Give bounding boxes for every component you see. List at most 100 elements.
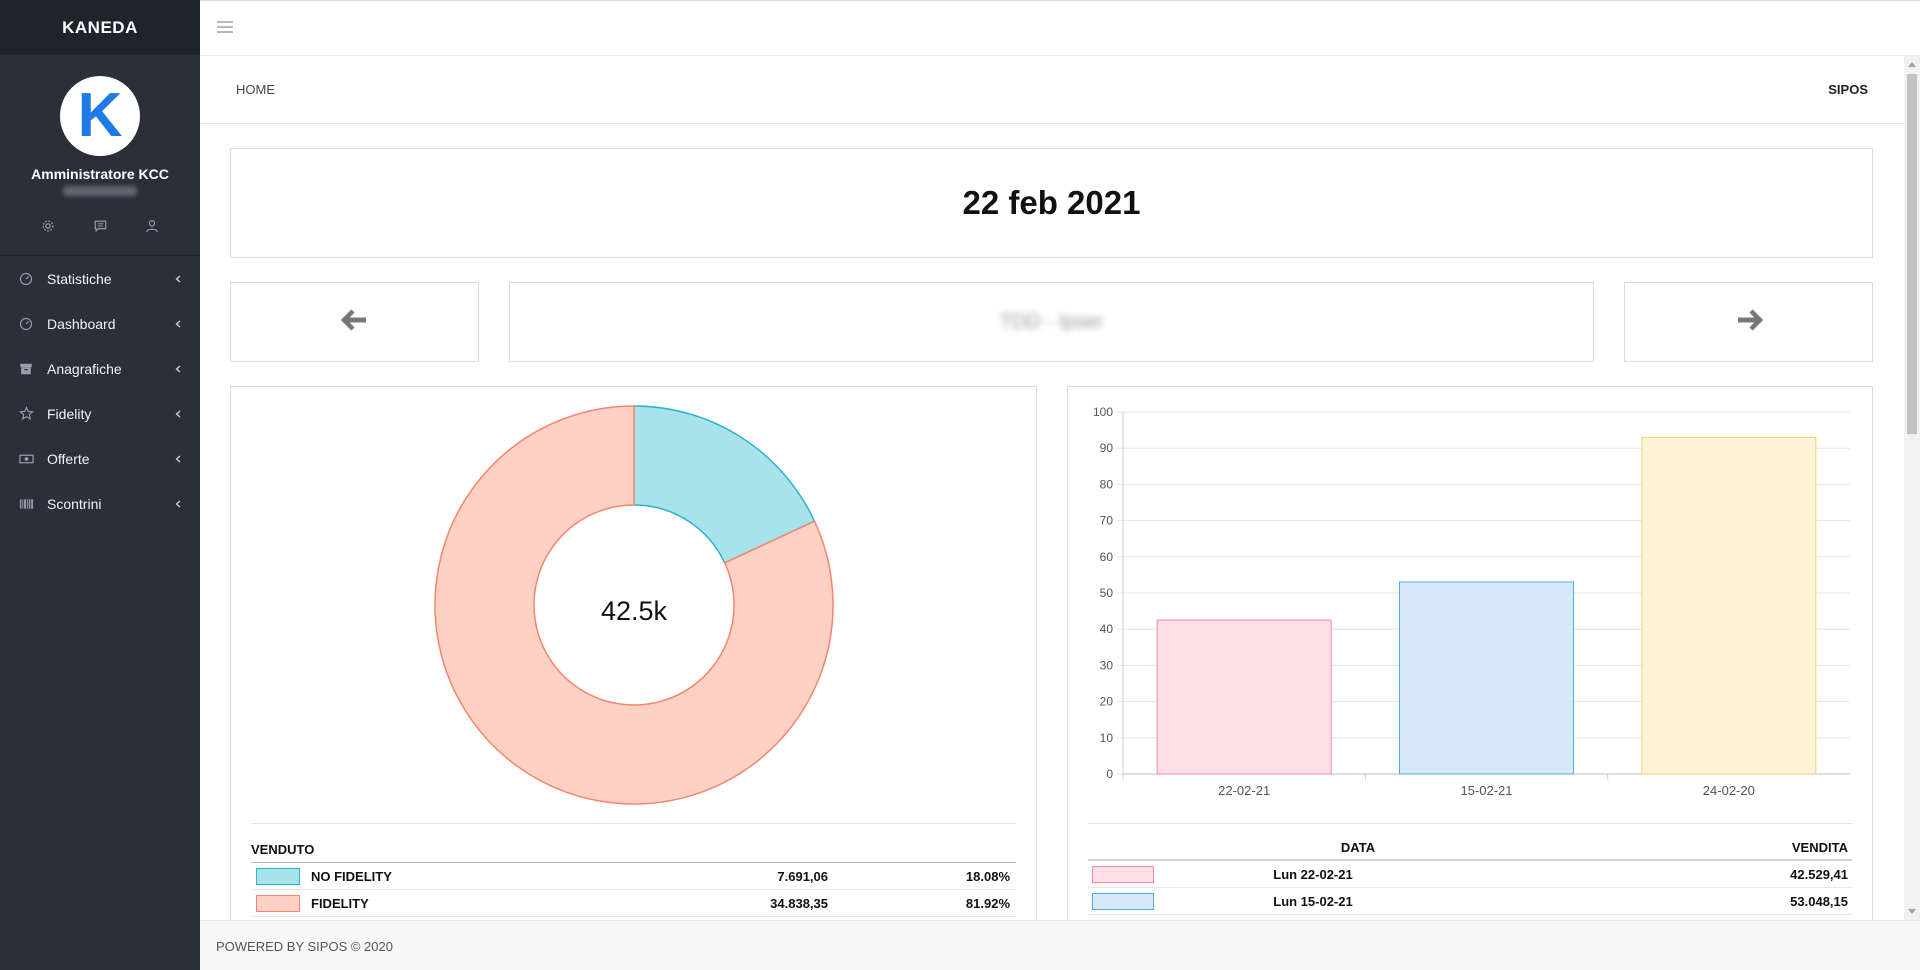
y-tick-label: 80 (1100, 477, 1114, 491)
breadcrumb-home[interactable]: HOME (236, 82, 275, 97)
sidebar-item-label: Fidelity (47, 405, 92, 422)
y-tick-label: 30 (1100, 658, 1114, 672)
donut-center-label: 42.5k (601, 596, 668, 626)
topbar (200, 0, 1920, 56)
money-icon (18, 451, 34, 467)
store-selector[interactable]: TDD - Ipser (509, 282, 1594, 362)
row-date: Lun 15-02-21 (1273, 893, 1353, 909)
donut-chart: 42.5k (434, 405, 834, 805)
sidebar-item-label: Statistiche (47, 270, 112, 287)
bar-22-02-21[interactable] (1156, 619, 1332, 775)
row-date: Lun 22-02-21 (1273, 866, 1353, 882)
date-header-card: 22 feb 2021 (230, 148, 1873, 258)
table-header: DATA VENDITA (1088, 840, 1852, 861)
y-tick-label: 20 (1100, 695, 1114, 709)
chevron-left-icon (174, 320, 182, 328)
y-tick-label: 60 (1100, 550, 1114, 564)
footer-text: POWERED BY SIPOS © 2020 (216, 939, 393, 954)
gauge-icon (18, 271, 34, 287)
scroll-thumb[interactable] (1907, 74, 1917, 434)
row-swatch (1092, 865, 1154, 883)
scroll-up-arrow-icon[interactable] (1908, 62, 1916, 67)
y-tick-label: 50 (1100, 586, 1114, 600)
star-icon (18, 406, 34, 422)
x-tick-label: 15-02-21 (1460, 783, 1512, 798)
breadcrumb: HOME SIPOS (200, 56, 1904, 124)
next-day-button[interactable] (1624, 282, 1873, 362)
legend-row-no-fidelity: NO FIDELITY 7.691,06 18.08% (251, 863, 1016, 890)
brand-logo[interactable]: KANEDA (0, 0, 200, 55)
x-tick-label: 22-02-21 (1218, 783, 1270, 798)
chevron-left-icon (174, 275, 182, 283)
x-tick-label: 24-02-20 (1703, 783, 1755, 798)
sidebar-item-offerte[interactable]: Offerte (0, 436, 200, 481)
user-icon[interactable] (144, 218, 160, 234)
gauge-icon (18, 316, 34, 332)
row-swatch (1092, 892, 1154, 910)
sales-donut-panel: 42.5k VENDUTO NO FIDELITY 7.691,06 18.08… (230, 386, 1037, 920)
chevron-left-icon (174, 455, 182, 463)
legend-label: NO FIDELITY (311, 868, 392, 884)
bar-24-02-20[interactable] (1641, 436, 1817, 775)
legend-value: 7.691,06 (777, 868, 828, 884)
user-profile: K Amministratore KCC (0, 55, 200, 255)
scroll-down-arrow-icon[interactable] (1908, 909, 1916, 914)
comment-icon[interactable] (92, 218, 108, 234)
legend-label: FIDELITY (311, 895, 369, 911)
arrow-left-icon (340, 308, 369, 337)
barcode-icon (18, 496, 34, 512)
chevron-left-icon (174, 365, 182, 373)
page-title: 22 feb 2021 (962, 184, 1141, 221)
sidebar-item-dashboard[interactable]: Dashboard (0, 301, 200, 346)
y-tick-label: 100 (1093, 405, 1113, 419)
donut-legend: VENDUTO NO FIDELITY 7.691,06 18.08% FIDE… (251, 823, 1016, 917)
y-tick-label: 40 (1100, 622, 1114, 636)
y-tick-label: 0 (1106, 767, 1113, 781)
legend-percent: 18.08% (965, 868, 1010, 884)
sidebar: KANEDA K Amministratore KCC Statistiche … (0, 0, 200, 970)
column-header-date: DATA (1340, 840, 1376, 855)
row-sales-value: 42.529,41 (1790, 866, 1848, 882)
legend-header: VENDUTO (251, 842, 1016, 863)
y-tick-label: 70 (1100, 514, 1114, 528)
breadcrumb-app-name: SIPOS (1828, 82, 1868, 97)
legend-value: 34.838,35 (770, 895, 828, 911)
arrow-right-icon (1735, 308, 1763, 337)
hamburger-menu-icon[interactable] (217, 21, 233, 35)
sales-bar-panel: 0 10 20 30 40 50 60 70 80 90 100 22-02-21 15-02-21 24… (1067, 386, 1873, 920)
archive-icon (18, 361, 34, 377)
previous-day-button[interactable] (230, 282, 479, 362)
donut-slice-no-fidelity[interactable] (633, 405, 816, 564)
y-tick-label: 90 (1100, 441, 1114, 455)
store-name-redacted: TDD - Ipser (999, 310, 1104, 333)
y-tick-label: 10 (1100, 731, 1114, 745)
bar-chart: 0 10 20 30 40 50 60 70 80 90 100 22-02-21 15-02-21 24… (1093, 405, 1850, 798)
sales-table: DATA VENDITA Lun 22-02-21 42.529,41 Lun … (1088, 823, 1852, 915)
avatar[interactable]: K (60, 76, 140, 156)
user-name: Amministratore KCC (31, 166, 169, 182)
sidebar-item-label: Scontrini (47, 495, 102, 512)
sidebar-item-statistiche[interactable]: Statistiche (0, 256, 200, 301)
sidebar-menu: Statistiche Dashboard Anagrafiche Fideli… (0, 255, 200, 526)
footer: POWERED BY SIPOS © 2020 (200, 920, 1920, 970)
chevron-left-icon (174, 410, 182, 418)
sidebar-item-fidelity[interactable]: Fidelity (0, 391, 200, 436)
legend-swatch (256, 894, 300, 912)
donut-slice-fidelity[interactable] (434, 405, 834, 805)
bar-15-02-21[interactable] (1399, 581, 1574, 775)
profile-actions (40, 218, 160, 234)
sidebar-item-anagrafiche[interactable]: Anagrafiche (0, 346, 200, 391)
legend-row-fidelity: FIDELITY 34.838,35 81.92% (251, 890, 1016, 917)
table-row: Lun 22-02-21 42.529,41 (1088, 861, 1852, 888)
sidebar-item-label: Offerte (47, 450, 90, 467)
user-role-redacted (63, 186, 137, 196)
chevron-left-icon (174, 500, 182, 508)
column-header-sales: VENDITA (1791, 840, 1848, 855)
sidebar-item-label: Dashboard (47, 315, 116, 332)
sidebar-item-label: Anagrafiche (47, 360, 122, 377)
page-scrollbar[interactable] (1904, 56, 1920, 920)
gear-icon[interactable] (40, 218, 56, 234)
sidebar-item-scontrini[interactable]: Scontrini (0, 481, 200, 526)
table-row: Lun 15-02-21 53.048,15 (1088, 888, 1852, 915)
legend-swatch (256, 867, 300, 885)
